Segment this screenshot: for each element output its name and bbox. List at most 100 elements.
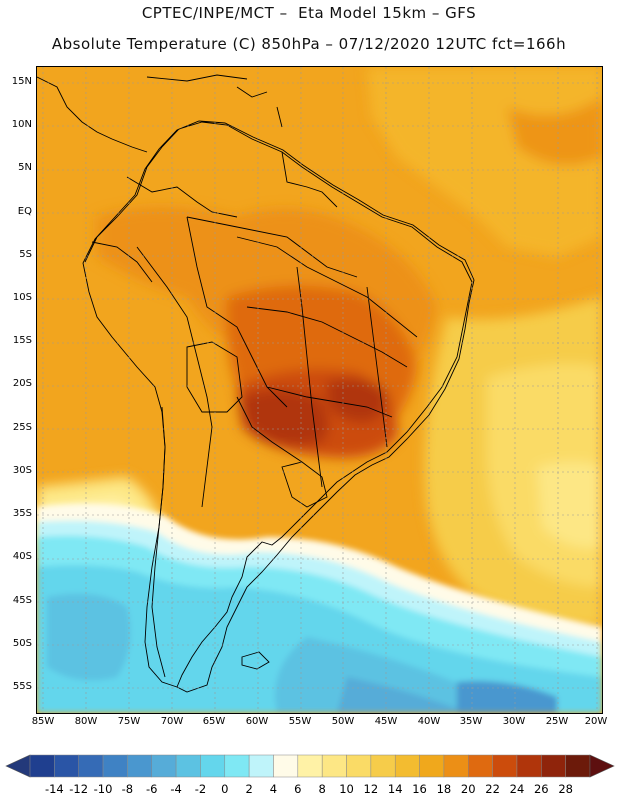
latitude-label: 25S — [12, 422, 32, 433]
colorbar-swatch — [273, 754, 299, 778]
latitude-label: 55S — [12, 681, 32, 692]
longitude-label: 20W — [584, 716, 608, 727]
paraguay-border — [236, 396, 303, 463]
colorbar-label: 22 — [485, 782, 500, 796]
colorbar-label: 8 — [318, 782, 326, 796]
colorbar-swatch — [175, 754, 201, 778]
temp-minus6-south — [457, 681, 557, 713]
colorbar-swatch — [516, 754, 542, 778]
longitude-label: 70W — [160, 716, 184, 727]
uruguay-border — [281, 461, 328, 508]
colorbar-swatch — [102, 754, 128, 778]
brazil-states-central — [246, 306, 408, 368]
guianas-border — [281, 151, 338, 208]
peru-ecuador-border — [91, 241, 153, 283]
brazil-states-north — [236, 236, 418, 338]
longitude-label: 75W — [117, 716, 141, 727]
latitude-label: EQ — [17, 206, 32, 217]
colorbar-label: -10 — [93, 782, 113, 796]
latitude-gridlines — [37, 82, 602, 689]
colorbar-label: -4 — [170, 782, 182, 796]
temp-minus2-pocket — [47, 593, 131, 681]
map-title-line-1: CPTEC/INPE/MCT – Eta Model 15km – GFS — [141, 4, 477, 22]
temp-26-sao-paulo-hotspot — [327, 378, 388, 422]
political-boundaries — [37, 74, 475, 693]
latitude-label: 10N — [11, 119, 32, 130]
south-america-coastline — [82, 120, 475, 693]
colorbar-swatch — [54, 754, 79, 778]
colorbar-swatch — [468, 754, 493, 778]
latitude-label: 5N — [18, 162, 32, 173]
brazil-border-north — [186, 216, 358, 278]
colorbar-label: 6 — [294, 782, 302, 796]
colorbar-label: -8 — [121, 782, 134, 796]
central-america-coast — [37, 76, 148, 153]
longitude-label: 45W — [374, 716, 398, 727]
colorbar-label: -2 — [194, 782, 207, 796]
colorbar-swatch — [248, 754, 274, 778]
latitude-label: 15N — [11, 76, 32, 87]
colorbar-label: -6 — [146, 782, 158, 796]
temp-26-parana-hotspot — [241, 389, 329, 446]
colorbar-label: 28 — [558, 782, 573, 796]
colorbar-swatch — [419, 754, 445, 778]
latitude-label: 20S — [12, 378, 32, 389]
brazil-states-south — [266, 386, 393, 418]
longitude-label: 65W — [202, 716, 226, 727]
map-title-line-2: Absolute Temperature (C) 850hPa – 07/12/… — [51, 35, 567, 53]
colorbar-label: -14 — [44, 782, 64, 796]
caribbean-islands — [146, 74, 283, 128]
latitude-label: 50S — [12, 638, 32, 649]
longitude-label: 50W — [331, 716, 355, 727]
colorbar-label: 2 — [245, 782, 253, 796]
colorbar-swatch — [297, 754, 323, 778]
temp-minus4-south — [337, 677, 467, 713]
colorbar-swatch — [394, 754, 420, 778]
latitude-label: 5S — [19, 249, 32, 260]
colorbar-swatch — [346, 754, 372, 778]
colorbar-underflow-arrow — [5, 754, 31, 778]
colorbar-label: 10 — [339, 782, 354, 796]
colorbar-swatch — [29, 754, 55, 778]
colorbar-swatch — [541, 754, 566, 778]
colorbar-label: -12 — [69, 782, 89, 796]
temp-20-ne-atlantic-band — [507, 97, 602, 165]
latitude-label: 35S — [12, 508, 32, 519]
colorbar-label: 16 — [412, 782, 427, 796]
colorbar-label: 26 — [533, 782, 549, 796]
temp-10-se-atlantic — [537, 462, 602, 548]
latitude-label: 40S — [12, 551, 32, 562]
temp-16-ne-atlantic — [367, 67, 602, 257]
longitude-label: 55W — [288, 716, 312, 727]
longitude-label: 40W — [417, 716, 441, 727]
longitude-label: 30W — [502, 716, 526, 727]
colorbar-swatch — [78, 754, 104, 778]
colombia-venezuela-border — [126, 176, 238, 218]
colorbar-swatch — [200, 754, 226, 778]
falkland-islands — [241, 651, 270, 670]
colorbar-swatch — [224, 754, 250, 778]
brazil-states-east — [366, 286, 388, 448]
colorbar-label: 0 — [221, 782, 229, 796]
temperature-colorbar — [5, 754, 615, 778]
temp-minus2-south — [275, 637, 467, 713]
colorbar-swatch — [321, 754, 347, 778]
andes-border — [136, 246, 213, 508]
longitude-label: 35W — [459, 716, 483, 727]
longitude-label: 60W — [245, 716, 269, 727]
argentina-chile-border — [151, 406, 166, 678]
colorbar-swatch — [443, 754, 469, 778]
latitude-label: 10S — [12, 292, 32, 303]
longitude-label: 85W — [31, 716, 55, 727]
colorbar-swatch — [127, 754, 152, 778]
colorbar-label: 18 — [436, 782, 452, 796]
colorbar-swatch — [370, 754, 396, 778]
colorbar-label: 14 — [387, 782, 403, 796]
colorbar-label: 4 — [269, 782, 278, 796]
longitude-label: 25W — [545, 716, 569, 727]
colorbar-swatch — [565, 754, 591, 778]
latitude-label: 45S — [12, 595, 32, 606]
longitude-label: 80W — [74, 716, 98, 727]
temperature-field — [37, 67, 602, 713]
colorbar-swatch — [492, 754, 518, 778]
